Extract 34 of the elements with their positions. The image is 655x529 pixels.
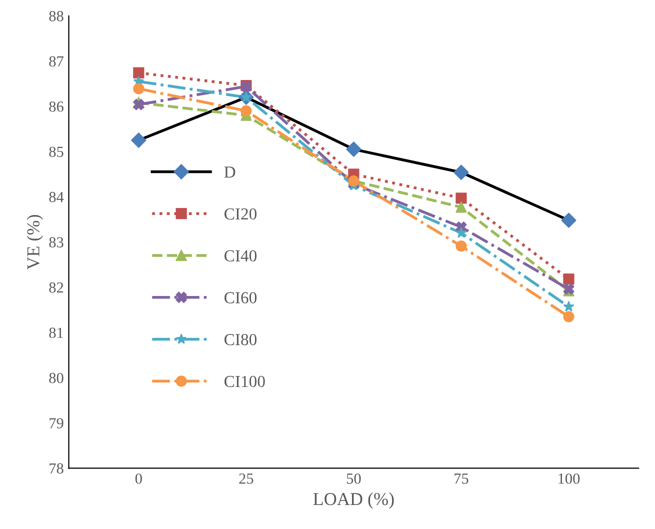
y-tick-label: 80 — [49, 372, 64, 384]
y-tick-label: 88 — [49, 11, 64, 22]
y-tick-label: 79 — [50, 418, 64, 428]
legend-label: CI100 — [224, 376, 265, 388]
y-tick-label: 86 — [49, 101, 64, 112]
x-tick-label: 0 — [135, 473, 142, 484]
point — [454, 164, 469, 180]
point — [561, 212, 576, 228]
point — [131, 132, 146, 148]
y-tick-label: 81 — [49, 328, 63, 338]
point — [133, 67, 144, 78]
legend-label: D — [224, 166, 236, 178]
x-tick-label: 100 — [558, 473, 580, 484]
legend-label: CI20 — [224, 208, 257, 220]
legend-label: CI60 — [224, 292, 257, 304]
y-tick-label: 83 — [49, 237, 64, 248]
legend-label: CI40 — [224, 250, 257, 262]
point — [346, 142, 362, 157]
x-axis-title: LOAD (%) — [313, 492, 394, 509]
point — [133, 83, 144, 94]
x-tick-label: 50 — [346, 473, 361, 484]
y-axis-title: VE (%) — [26, 214, 44, 270]
x-tick-label: 25 — [239, 474, 254, 484]
y-tick-label: 87 — [49, 56, 64, 67]
point — [456, 192, 467, 204]
y-tick-label: 84 — [49, 192, 64, 202]
point — [563, 274, 574, 285]
legend-label: CI80 — [224, 334, 257, 346]
y-tick-label: 82 — [49, 282, 64, 293]
y-tick-label: 85 — [49, 146, 64, 158]
point — [133, 98, 144, 110]
point — [456, 202, 467, 213]
x-tick-label: 75 — [454, 474, 468, 484]
y-tick-label: 78 — [50, 463, 64, 474]
